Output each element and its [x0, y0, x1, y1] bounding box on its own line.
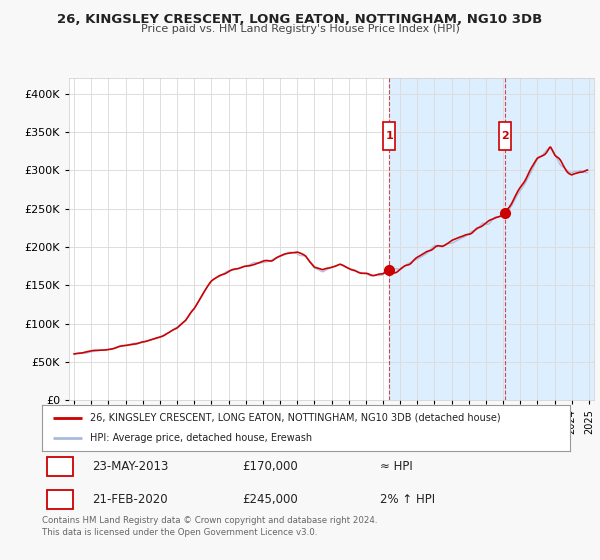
FancyBboxPatch shape: [47, 490, 73, 509]
Text: 1: 1: [56, 460, 64, 473]
Text: Price paid vs. HM Land Registry's House Price Index (HPI): Price paid vs. HM Land Registry's House …: [140, 24, 460, 34]
Text: This data is licensed under the Open Government Licence v3.0.: This data is licensed under the Open Gov…: [42, 528, 317, 537]
Text: 26, KINGSLEY CRESCENT, LONG EATON, NOTTINGHAM, NG10 3DB (detached house): 26, KINGSLEY CRESCENT, LONG EATON, NOTTI…: [89, 413, 500, 423]
Bar: [389, 78, 505, 400]
Text: £170,000: £170,000: [242, 460, 298, 473]
FancyBboxPatch shape: [383, 122, 395, 150]
Text: £245,000: £245,000: [242, 493, 298, 506]
FancyBboxPatch shape: [499, 122, 511, 150]
Text: 23-MAY-2013: 23-MAY-2013: [92, 460, 169, 473]
Text: 2: 2: [501, 131, 509, 141]
Text: 26, KINGSLEY CRESCENT, LONG EATON, NOTTINGHAM, NG10 3DB: 26, KINGSLEY CRESCENT, LONG EATON, NOTTI…: [58, 13, 542, 26]
Text: Contains HM Land Registry data © Crown copyright and database right 2024.: Contains HM Land Registry data © Crown c…: [42, 516, 377, 525]
Text: 2: 2: [56, 493, 64, 506]
Text: HPI: Average price, detached house, Erewash: HPI: Average price, detached house, Erew…: [89, 433, 311, 443]
Text: 21-FEB-2020: 21-FEB-2020: [92, 493, 168, 506]
Bar: [505, 78, 598, 400]
FancyBboxPatch shape: [47, 457, 73, 476]
Text: 1: 1: [386, 131, 394, 141]
Text: 2% ↑ HPI: 2% ↑ HPI: [380, 493, 435, 506]
Text: ≈ HPI: ≈ HPI: [380, 460, 413, 473]
